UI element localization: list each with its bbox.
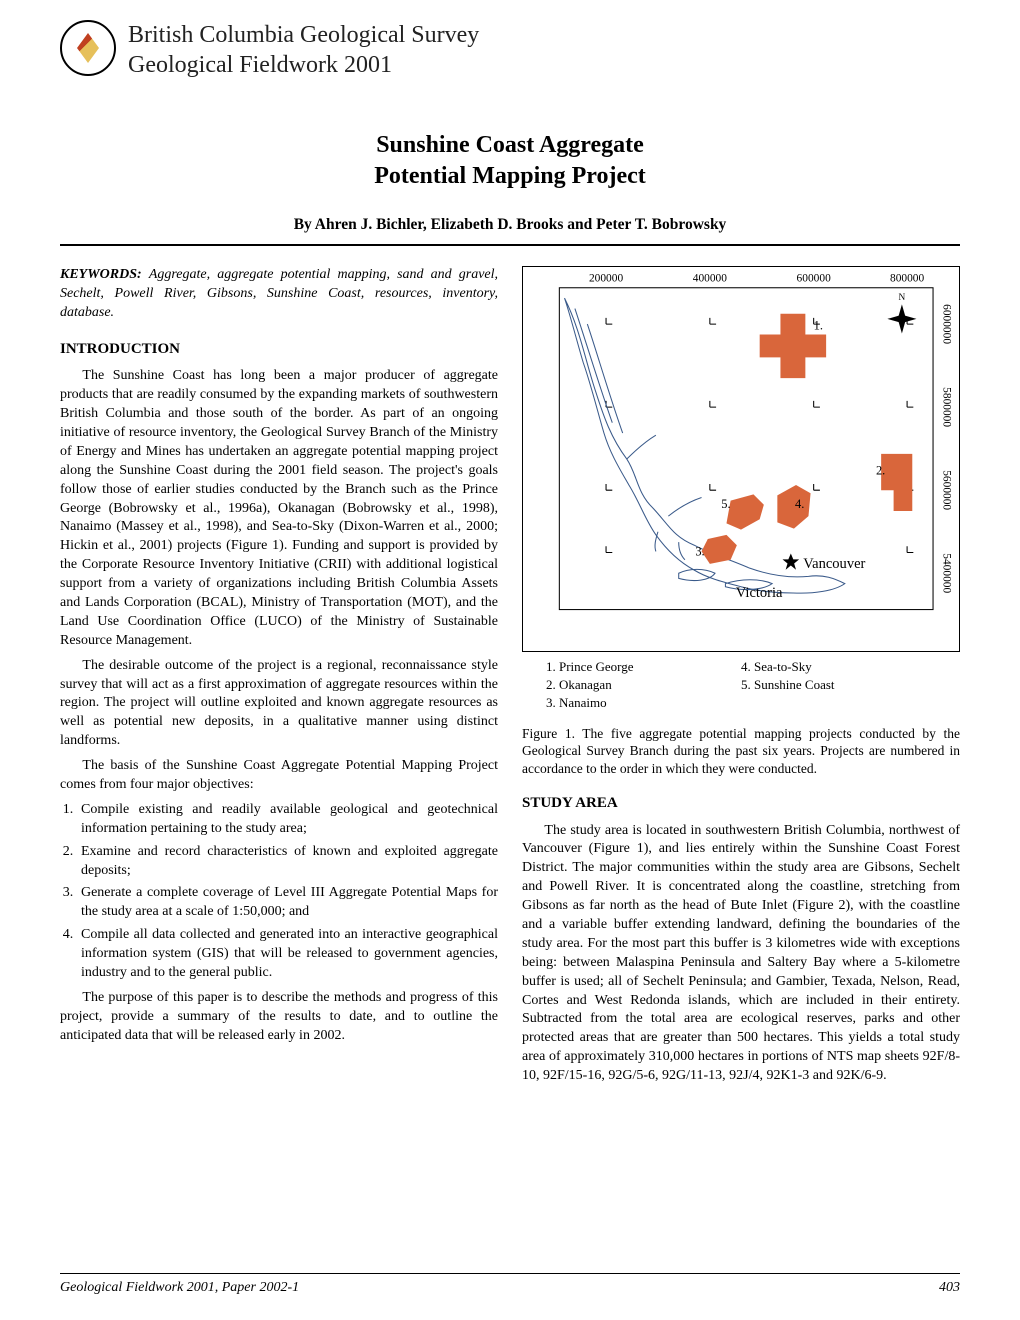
legend-left: 1. Prince George 2. Okanagan 3. Nanaimo: [546, 658, 741, 711]
intro-p3: The basis of the Sunshine Coast Aggregat…: [60, 757, 498, 795]
objective-3: Generate a complete coverage of Level II…: [77, 884, 498, 922]
authors: By Ahren J. Bichler, Elizabeth D. Brooks…: [60, 216, 960, 234]
intro-p4: The purpose of this paper is to describe…: [60, 989, 498, 1046]
page: British Columbia Geological Survey Geolo…: [0, 0, 1020, 1320]
objectives-list: Compile existing and readily available g…: [60, 801, 498, 983]
svg-text:N: N: [899, 294, 906, 304]
section-study-area: STUDY AREA: [522, 793, 960, 813]
marker-5: 5.: [721, 497, 730, 511]
divider-top: [60, 244, 960, 246]
y-tick-0: 6000000: [940, 305, 952, 345]
right-column: 200000 400000 600000 800000 6000000 5800…: [522, 266, 960, 1092]
keywords: KEYWORDS: Aggregate, aggregate potential…: [60, 266, 498, 323]
bcgs-logo-icon: [60, 20, 116, 76]
legend-right: 4. Sea-to-Sky 5. Sunshine Coast: [741, 658, 936, 711]
marker-2: 2.: [876, 464, 885, 478]
label-victoria: Victoria: [736, 585, 783, 601]
y-tick-1: 5800000: [940, 388, 952, 428]
left-column: KEYWORDS: Aggregate, aggregate potential…: [60, 266, 498, 1092]
objective-1: Compile existing and readily available g…: [77, 801, 498, 839]
title-line2: Potential Mapping Project: [60, 161, 960, 192]
title-block: Sunshine Coast Aggregate Potential Mappi…: [60, 130, 960, 192]
marker-3: 3.: [695, 545, 704, 559]
section-introduction: INTRODUCTION: [60, 339, 498, 359]
legend-2: 2. Okanagan: [546, 676, 741, 694]
marker-1: 1.: [814, 319, 823, 333]
objective-4: Compile all data collected and generated…: [77, 926, 498, 983]
y-tick-3: 5400000: [940, 554, 952, 594]
label-vancouver: Vancouver: [803, 556, 865, 572]
study-area-p1: The study area is located in southwester…: [522, 822, 960, 1086]
header-text: British Columbia Geological Survey Geolo…: [128, 20, 479, 80]
keywords-label: KEYWORDS:: [60, 267, 142, 282]
figure-1-legend: 1. Prince George 2. Okanagan 3. Nanaimo …: [522, 658, 960, 711]
footer-page-number: 403: [939, 1280, 960, 1296]
figure-1-caption: Figure 1. The five aggregate potential m…: [522, 725, 960, 778]
intro-p1: The Sunshine Coast has long been a major…: [60, 367, 498, 650]
legend-5: 5. Sunshine Coast: [741, 676, 936, 694]
marker-4: 4.: [795, 497, 804, 511]
title-line1: Sunshine Coast Aggregate: [60, 130, 960, 161]
x-tick-3: 800000: [890, 273, 925, 285]
header: British Columbia Geological Survey Geolo…: [60, 20, 960, 80]
two-column-body: KEYWORDS: Aggregate, aggregate potential…: [60, 266, 960, 1092]
figure-1: 200000 400000 600000 800000 6000000 5800…: [522, 266, 960, 652]
objective-2: Examine and record characteristics of kn…: [77, 843, 498, 881]
x-tick-1: 400000: [693, 273, 728, 285]
y-tick-2: 5600000: [940, 471, 952, 511]
legend-4: 4. Sea-to-Sky: [741, 658, 936, 676]
header-line1: British Columbia Geological Survey: [128, 20, 479, 50]
header-line2: Geological Fieldwork 2001: [128, 50, 479, 80]
x-tick-2: 600000: [797, 273, 832, 285]
divider-bottom: [60, 1273, 960, 1274]
footer-left: Geological Fieldwork 2001, Paper 2002-1: [60, 1280, 299, 1296]
figure-1-svg: 200000 400000 600000 800000 6000000 5800…: [523, 267, 959, 651]
legend-3: 3. Nanaimo: [546, 694, 741, 712]
intro-p2: The desirable outcome of the project is …: [60, 657, 498, 751]
legend-1: 1. Prince George: [546, 658, 741, 676]
x-tick-0: 200000: [589, 273, 624, 285]
footer: Geological Fieldwork 2001, Paper 2002-1 …: [60, 1273, 960, 1296]
